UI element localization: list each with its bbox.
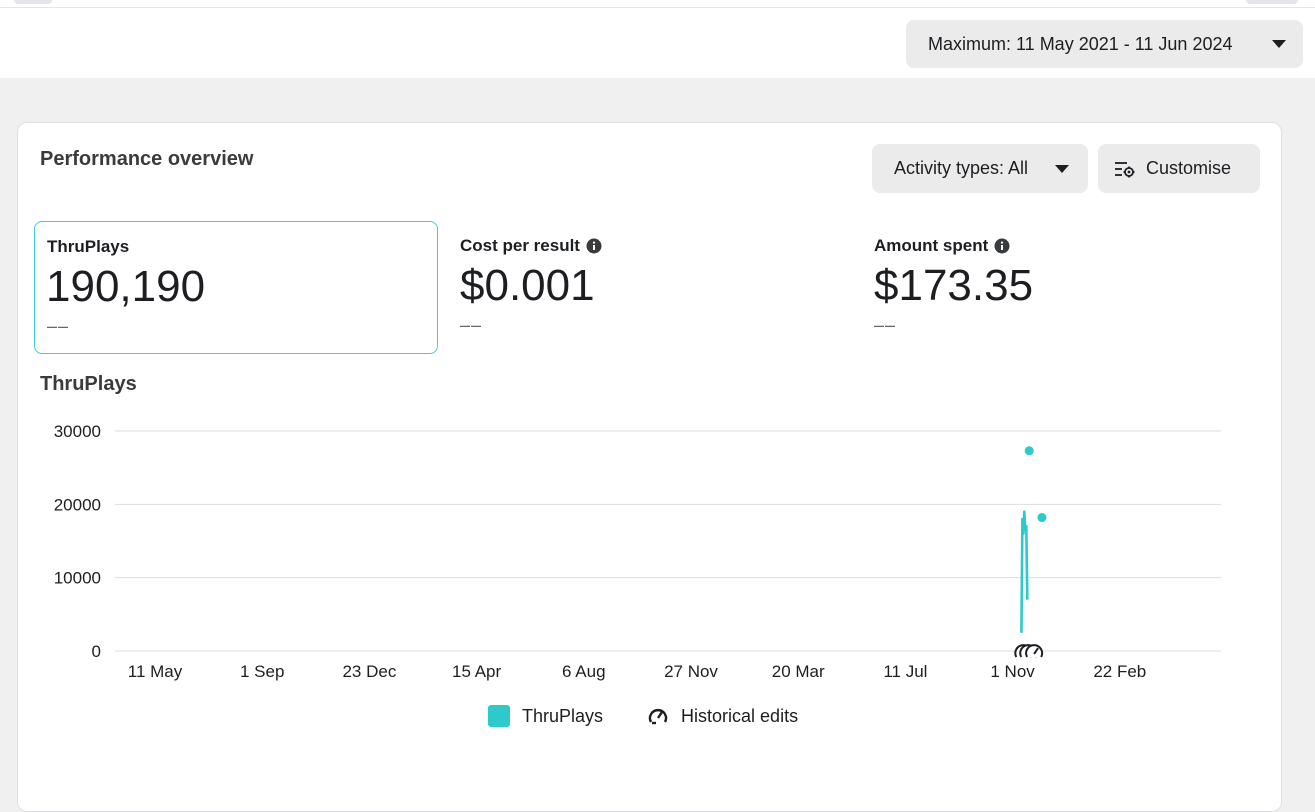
y-tick-label: 20000 bbox=[54, 495, 101, 514]
metric-value: $0.001 bbox=[460, 261, 595, 310]
caret-down-icon bbox=[1055, 165, 1069, 173]
x-tick-label: 1 Nov bbox=[990, 662, 1035, 681]
x-tick-label: 11 Jul bbox=[883, 662, 927, 681]
metric-thruplays[interactable]: ThruPlays 190,190 –– bbox=[34, 221, 438, 354]
x-tick-label: 22 Feb bbox=[1093, 662, 1146, 681]
legend-label: ThruPlays bbox=[522, 705, 604, 726]
x-tick-label: 11 May bbox=[128, 662, 183, 681]
legend-item-thruplays[interactable]: ThruPlays bbox=[488, 705, 603, 727]
performance-overview-card: Performance overview Activity types: All… bbox=[17, 122, 1282, 812]
metric-value: $173.35 bbox=[874, 261, 1034, 310]
customise-label: Customise bbox=[1146, 158, 1232, 178]
thruplays-chart: 0 10000 20000 30000 11 May 1 Sep 23 Dec 15 Apr 6… bbox=[54, 422, 1221, 681]
y-tick-label: 30000 bbox=[54, 422, 101, 441]
caret-down-icon bbox=[1272, 40, 1286, 48]
metric-label: Cost per result bbox=[460, 236, 602, 256]
metric-cost-per-result[interactable]: Cost per result $0.001 –– bbox=[448, 221, 852, 354]
metric-value: 190,190 bbox=[46, 262, 206, 311]
x-tick-label: 20 Mar bbox=[772, 662, 825, 681]
metric-label-text: Cost per result bbox=[460, 236, 580, 255]
metric-delta: –– bbox=[47, 316, 70, 336]
historical-edit-marker[interactable] bbox=[1025, 644, 1044, 658]
legend-swatch bbox=[488, 705, 510, 727]
series-point bbox=[1037, 513, 1047, 523]
x-tick-label: 1 Sep bbox=[240, 662, 284, 681]
card-title: Performance overview bbox=[40, 148, 254, 170]
metric-label: ThruPlays bbox=[47, 237, 129, 257]
x-tick-label: 6 Aug bbox=[562, 662, 606, 681]
info-icon[interactable] bbox=[994, 238, 1010, 254]
info-icon[interactable] bbox=[586, 238, 602, 254]
metric-label: Amount spent bbox=[874, 236, 1010, 256]
activity-types-button[interactable]: Activity types: All bbox=[872, 144, 1088, 193]
customise-button[interactable]: Customise bbox=[1098, 144, 1260, 193]
y-tick-label: 10000 bbox=[54, 569, 101, 588]
top-left-control-stub bbox=[14, 0, 52, 4]
metric-label-text: Amount spent bbox=[874, 236, 989, 255]
activity-types-label: Activity types: All bbox=[894, 158, 1029, 178]
series-point bbox=[1024, 446, 1034, 456]
date-range-button[interactable]: Maximum: 11 May 2021 - 11 Jun 2024 bbox=[906, 20, 1303, 68]
top-right-control-stub bbox=[1246, 0, 1298, 4]
metric-amount-spent[interactable]: Amount spent $173.35 –– bbox=[862, 221, 1266, 354]
legend-item-historical-edits[interactable]: Historical edits bbox=[647, 706, 798, 727]
gauge-edit-icon bbox=[648, 709, 668, 725]
x-tick-label: 23 Dec bbox=[342, 662, 396, 681]
metric-delta: –– bbox=[460, 315, 483, 335]
top-divider bbox=[0, 7, 1315, 8]
settings-sliders-icon bbox=[1115, 161, 1135, 177]
chart-legend: ThruPlays Historical edits bbox=[488, 705, 798, 727]
chart-title: ThruPlays bbox=[40, 373, 137, 395]
legend-label: Historical edits bbox=[681, 705, 799, 726]
y-tick-label: 0 bbox=[92, 642, 101, 661]
metric-label-text: ThruPlays bbox=[47, 237, 130, 256]
top-bar: Maximum: 11 May 2021 - 11 Jun 2024 bbox=[0, 0, 1315, 78]
metric-delta: –– bbox=[874, 315, 897, 335]
date-range-label: Maximum: 11 May 2021 - 11 Jun 2024 bbox=[928, 33, 1233, 54]
x-tick-label: 27 Nov bbox=[664, 662, 718, 681]
x-tick-label: 15 Apr bbox=[452, 662, 501, 681]
series-line bbox=[1020, 510, 1029, 633]
